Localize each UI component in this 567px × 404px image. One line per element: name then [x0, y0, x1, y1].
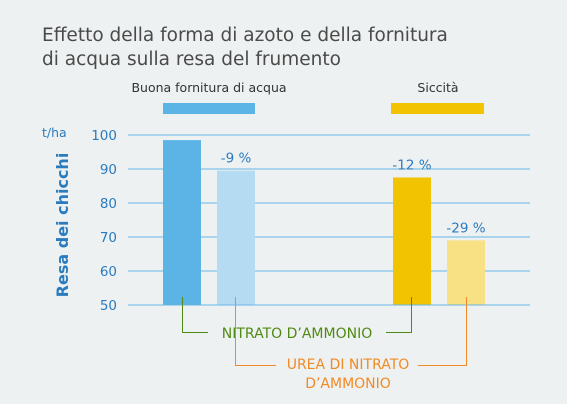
y-axis-ticks: 100 90 80 70 60 50: [91, 128, 117, 314]
bar: [447, 240, 485, 305]
bar-data-label: -12 %: [392, 158, 431, 174]
bar: [217, 170, 255, 305]
chart-title-line-1: Effetto della forma di azoto e della for…: [42, 25, 448, 46]
y-tick-label: 50: [100, 298, 117, 314]
urea-series-label-line-2: D’AMMONIO: [305, 376, 391, 392]
nitrate-series-label: NITRATO D’AMMONIO: [222, 326, 372, 342]
bar: [163, 140, 201, 305]
y-tick-label: 70: [100, 230, 117, 246]
bar: [393, 177, 431, 305]
chart-title-line-2: di acqua sulla resa del frumento: [42, 49, 341, 70]
y-tick-label: 90: [100, 162, 117, 178]
bar-data-label: -9 %: [221, 151, 252, 167]
group-label-good-water: Buona fornitura di acqua: [131, 80, 286, 95]
y-tick-label: 100: [91, 128, 117, 144]
y-axis-label: Resa dei chicchi: [53, 153, 72, 298]
group-swatch-drought: [391, 103, 484, 114]
y-axis-unit: t/ha: [42, 125, 67, 140]
group-swatch-good-water: [163, 103, 255, 114]
bar-data-label: -29 %: [446, 220, 485, 236]
urea-series-label-line-1: UREA DI NITRATO: [287, 357, 410, 373]
y-tick-label: 80: [100, 196, 117, 212]
bars: -9 % -12 % -29 %: [128, 140, 530, 306]
group-label-drought: Siccità: [417, 80, 458, 95]
urea-connector: [235, 297, 467, 366]
nitrate-connector: [182, 297, 412, 333]
y-tick-label: 60: [100, 264, 117, 280]
